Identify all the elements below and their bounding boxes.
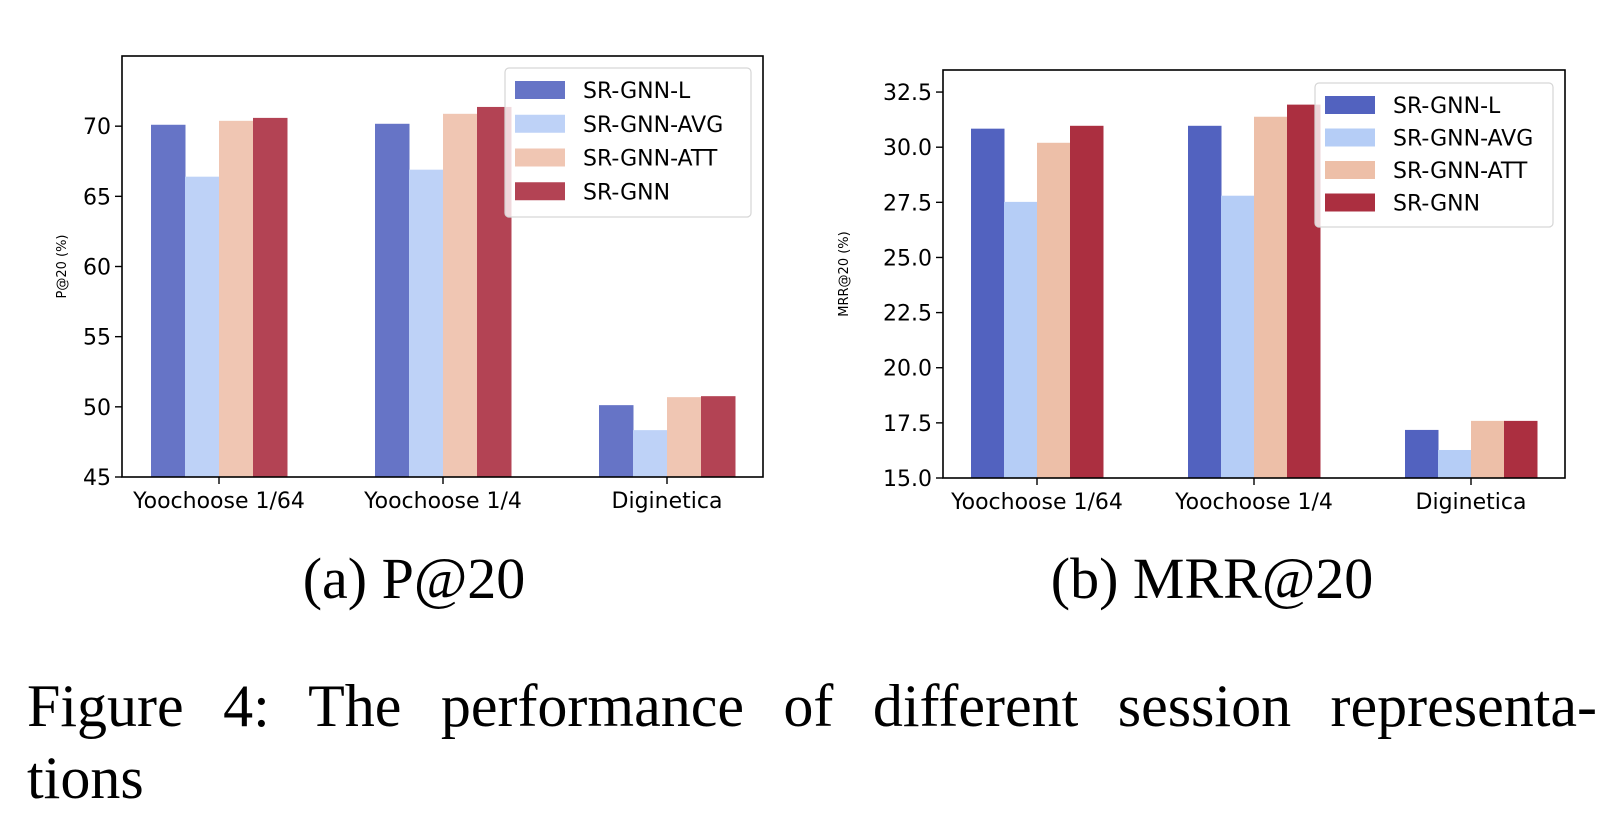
bar-sr-gnn-att-diginetica <box>667 397 702 477</box>
bar-sr-gnn-yoochoose-1-64 <box>253 117 288 478</box>
legend-label: SR-GNN <box>583 180 670 205</box>
bar-sr-gnn-l-diginetica <box>1405 429 1439 478</box>
y-tick-label: 45 <box>83 466 111 491</box>
y-tick-label: 20.0 <box>883 357 932 382</box>
bar-sr-gnn-l-diginetica <box>599 405 634 477</box>
bar-sr-gnn-l-yoochoose-1-64 <box>151 124 186 477</box>
legend-swatch <box>515 114 565 133</box>
y-axis-label: P@20 (%) <box>55 234 70 298</box>
y-tick-label: 70 <box>83 115 111 140</box>
legend-label: SR-GNN-L <box>583 79 691 104</box>
x-tick-label: Diginetica <box>612 489 723 514</box>
y-tick-label: 15.0 <box>883 467 932 492</box>
chart-p-at-20: 45 50 55 60 65 70 Yoochoose 1/64 Yoochoose 1/4 D… <box>55 55 764 514</box>
chart-mrr-at-20: 15.0 17.5 20.0 22.5 25.0 27.5 30.0 32.5 Yoochoos… <box>837 69 1566 515</box>
bar-sr-gnn-avg-diginetica <box>1438 449 1472 478</box>
legend-box <box>504 67 752 218</box>
bar-sr-gnn-diginetica <box>1504 420 1538 478</box>
bar-sr-gnn-diginetica <box>701 396 736 477</box>
bar-sr-gnn-avg-yoochoose-1-64 <box>1004 201 1038 478</box>
legend-label: SR-GNN-ATT <box>583 147 718 172</box>
subcaption-b: (b) MRR@20 <box>1051 546 1373 611</box>
caption-line-2: tions <box>27 745 144 811</box>
bar-sr-gnn-l-yoochoose-1-4 <box>375 123 410 477</box>
legend: SR-GNN-L SR-GNN-AVG SR-GNN-ATT SR-GNN <box>504 67 752 218</box>
y-tick-label: 30.0 <box>883 136 932 161</box>
y-tick-label: 50 <box>83 396 111 421</box>
bar-sr-gnn-avg-yoochoose-1-4 <box>409 169 444 478</box>
bar-sr-gnn-l-yoochoose-1-64 <box>971 128 1005 478</box>
x-tick-label: Yoochoose 1/64 <box>950 490 1123 515</box>
y-tick-label: 25.0 <box>883 246 932 271</box>
y-tick-label: 55 <box>83 326 111 351</box>
legend: SR-GNN-L SR-GNN-AVG SR-GNN-ATT SR-GNN <box>1314 82 1554 228</box>
bar-sr-gnn-att-yoochoose-1-64 <box>219 120 254 478</box>
y-tick-label: 22.5 <box>883 302 932 327</box>
bar-sr-gnn-avg-yoochoose-1-4 <box>1221 195 1255 478</box>
legend-label: SR-GNN-AVG <box>1393 127 1533 152</box>
bar-sr-gnn-att-diginetica <box>1471 420 1505 478</box>
x-tick-label: Yoochoose 1/4 <box>363 489 522 514</box>
y-tick-label: 32.5 <box>883 81 932 106</box>
bar-sr-gnn-l-yoochoose-1-4 <box>1188 125 1222 478</box>
bar-sr-gnn-avg-yoochoose-1-64 <box>185 176 220 478</box>
legend-swatch <box>1325 96 1375 114</box>
legend-label: SR-GNN-ATT <box>1393 159 1528 184</box>
y-tick-label: 27.5 <box>883 191 932 216</box>
x-tick-label: Yoochoose 1/64 <box>132 489 305 514</box>
bar-sr-gnn-att-yoochoose-1-4 <box>443 113 478 478</box>
subcaption-a: (a) P@20 <box>303 546 526 611</box>
legend-label: SR-GNN-L <box>1393 94 1501 119</box>
bar-sr-gnn-avg-diginetica <box>633 430 668 477</box>
legend-box <box>1314 82 1554 228</box>
y-axis-label: MRR@20 (%) <box>837 231 852 316</box>
y-tick-label: 60 <box>83 256 111 281</box>
x-tick-label: Yoochoose 1/4 <box>1174 490 1333 515</box>
y-tick-label: 17.5 <box>883 412 932 437</box>
bar-sr-gnn-yoochoose-1-64 <box>1070 125 1104 478</box>
legend-swatch <box>1325 128 1375 147</box>
legend-swatch <box>1325 161 1375 179</box>
legend-swatch <box>515 81 565 99</box>
bar-sr-gnn-att-yoochoose-1-64 <box>1037 142 1071 478</box>
bar-sr-gnn-att-yoochoose-1-4 <box>1254 116 1288 479</box>
x-tick-label: Diginetica <box>1416 490 1527 515</box>
legend-label: SR-GNN-AVG <box>583 113 723 138</box>
y-tick-label: 65 <box>83 185 111 210</box>
legend-swatch <box>1325 193 1375 212</box>
figure-caption: Figure 4: The performance of different s… <box>27 670 1597 814</box>
legend-swatch <box>515 148 565 167</box>
legend-label: SR-GNN <box>1393 192 1480 217</box>
legend-swatch <box>515 182 565 201</box>
caption-line-1: Figure 4: The performance of different s… <box>27 673 1597 739</box>
